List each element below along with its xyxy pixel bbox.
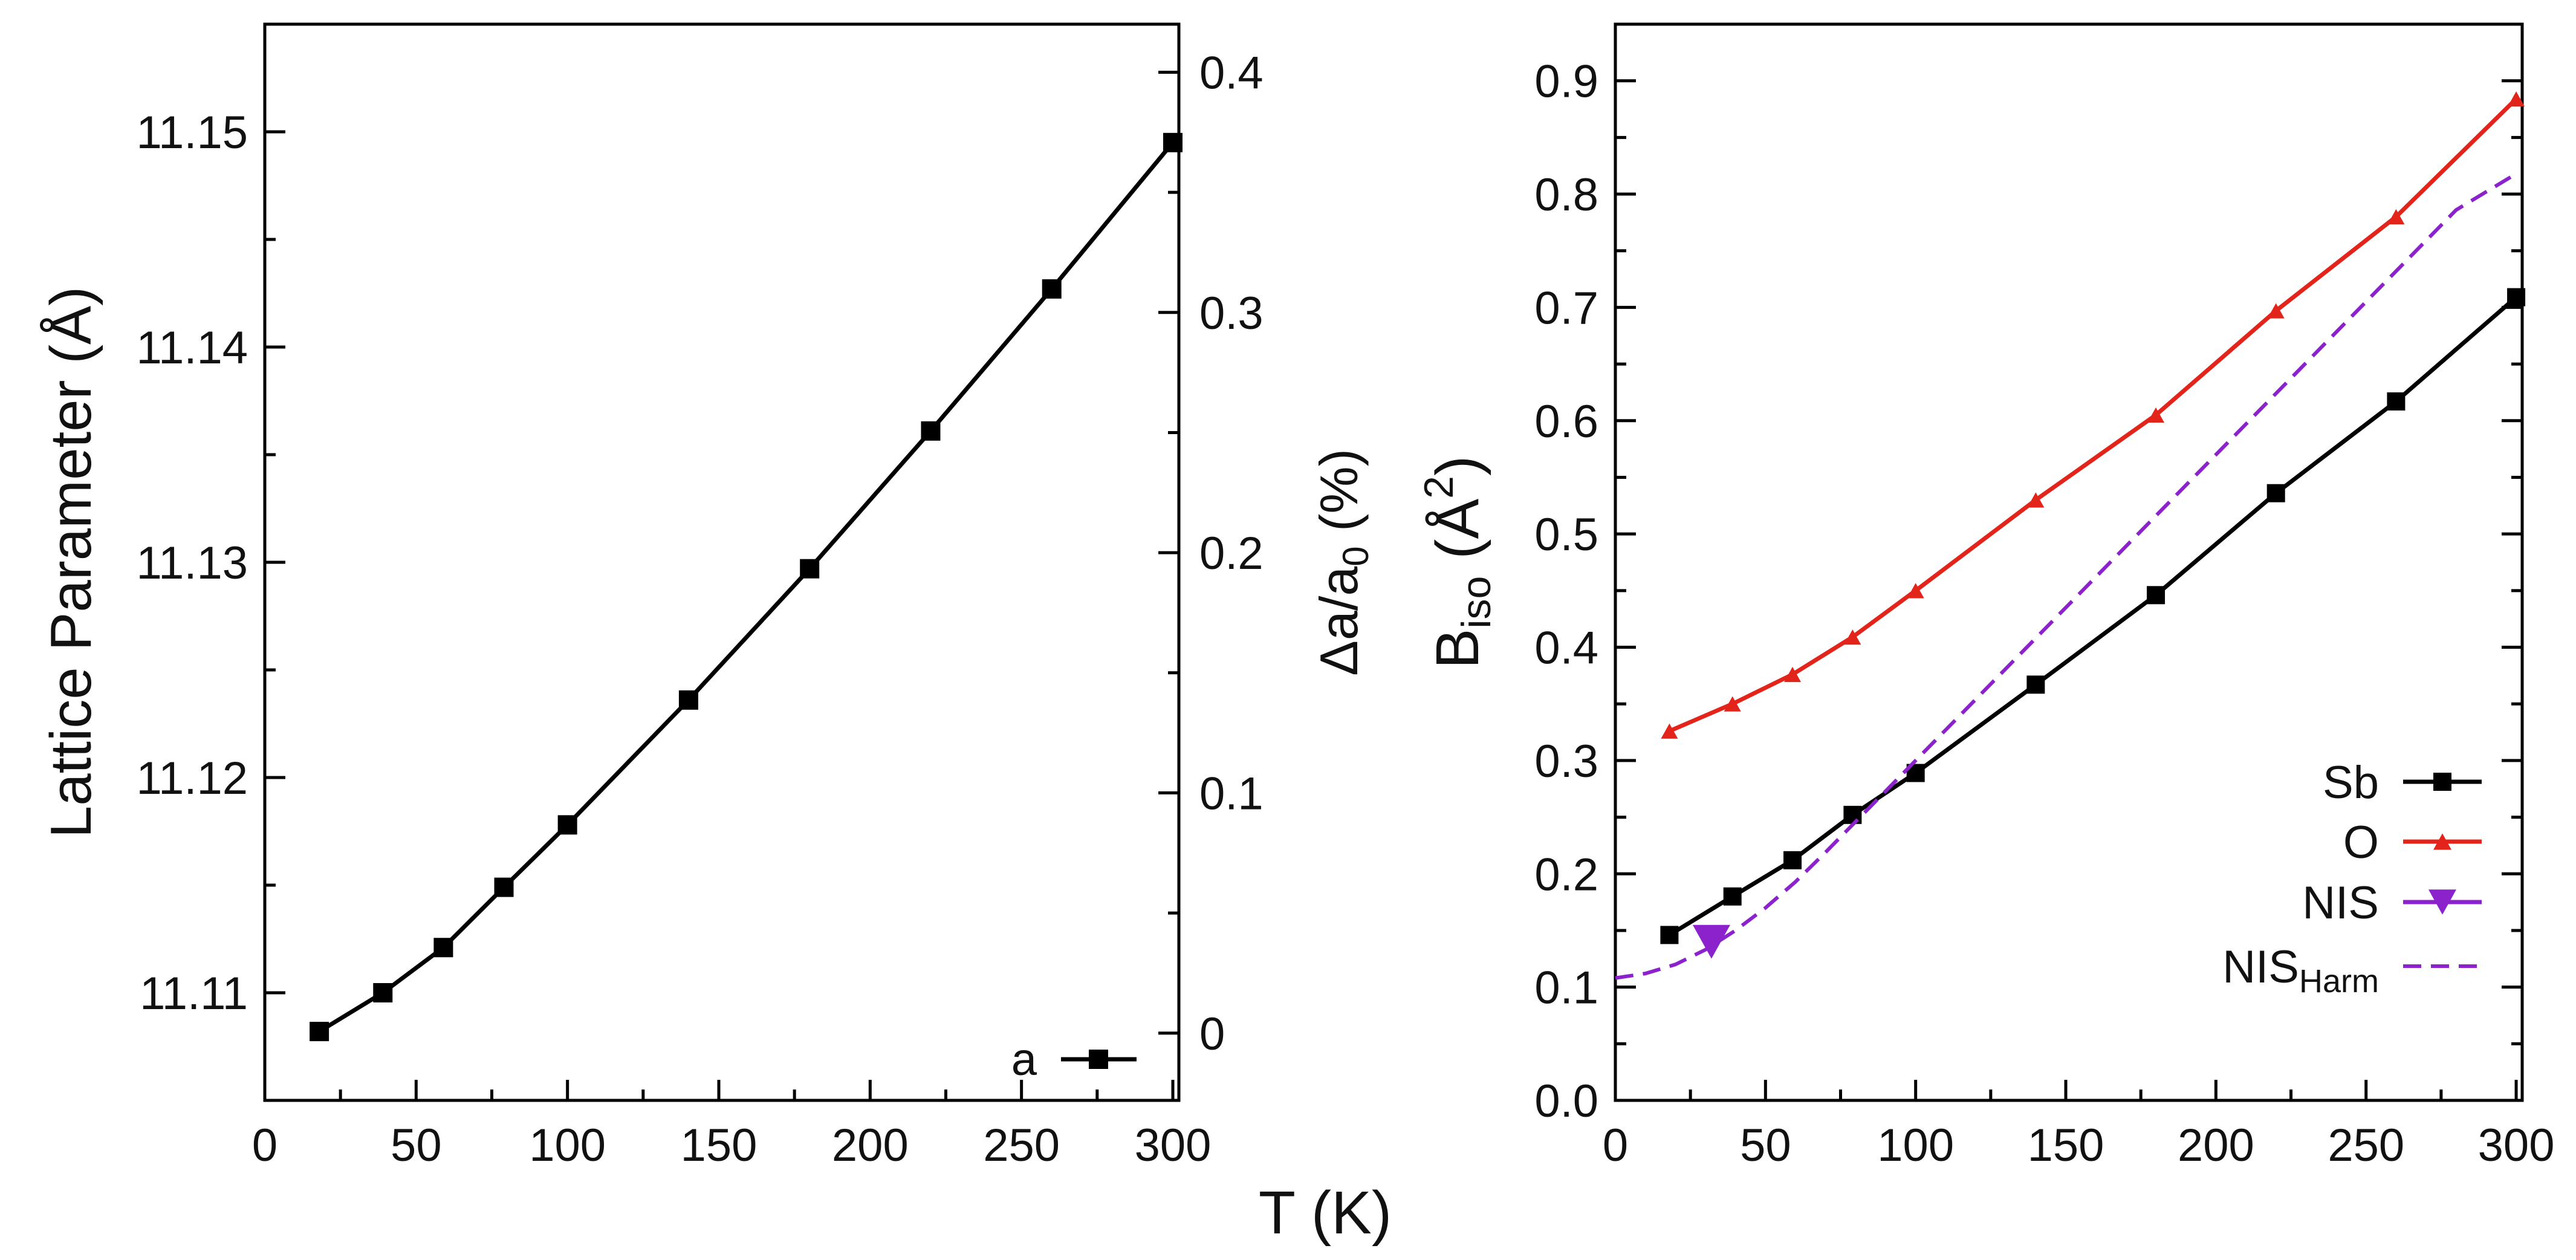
legend-label-part: NIS <box>2222 941 2299 993</box>
legend-label-nisharm: NISHarm <box>2222 941 2379 999</box>
y-tick-label: 11.12 <box>136 753 248 804</box>
y-right-tick-label: 0 <box>1199 1008 1225 1060</box>
data-point-sb <box>2026 675 2045 694</box>
plot-frame <box>263 22 1181 1102</box>
label-superscript: 2 <box>1416 476 1462 499</box>
data-point-o <box>2387 209 2405 225</box>
label-part: (%) <box>1309 449 1369 546</box>
y-tick-label: 0.5 <box>1534 509 1598 560</box>
shared-x-axis-label: T (K) <box>1259 1179 1392 1247</box>
legend-label-a: a <box>1011 1034 1037 1085</box>
label-part: Δa/a <box>1309 567 1369 676</box>
y-tick-label: 0.3 <box>1534 736 1598 787</box>
series-line-a <box>318 141 1175 1034</box>
data-point-sb <box>2507 288 2526 307</box>
y-axis-label: Biso (Å2) <box>1416 456 1499 669</box>
y-right-axis-label: Δa/a0 (%) <box>1309 449 1376 676</box>
series-line-o <box>1669 97 2518 733</box>
x-tick-label: 150 <box>681 1120 758 1171</box>
x-tick-label: 200 <box>2178 1120 2254 1171</box>
x-tick-label: 50 <box>391 1120 442 1171</box>
legend-marker-a <box>1089 1050 1108 1069</box>
data-point-sb <box>2387 392 2406 411</box>
x-tick-label: 100 <box>529 1120 606 1171</box>
data-point-o <box>1784 666 1802 683</box>
data-point-a <box>373 983 393 1002</box>
data-point-o <box>1844 629 1861 645</box>
legend-marker-nis <box>2428 889 2456 915</box>
data-point-a <box>1042 279 1062 299</box>
x-tick-label: 300 <box>1135 1120 1212 1171</box>
data-point-o <box>2508 91 2525 107</box>
y-right-tick-label: 0.3 <box>1199 288 1264 339</box>
legend-label-sb: Sb <box>2323 757 2379 808</box>
y-tick-label: 0.6 <box>1534 396 1598 447</box>
series-line-nisharm <box>1615 172 2517 980</box>
x-tick-label: 0 <box>252 1120 277 1171</box>
data-point-sb <box>2266 484 2285 502</box>
data-point-o <box>2267 303 2285 319</box>
data-point-sb <box>1843 805 1862 824</box>
data-point-a <box>678 690 698 710</box>
y-tick-label: 11.14 <box>136 322 248 374</box>
x-tick-label: 300 <box>2478 1120 2555 1171</box>
y-axis-label: Lattice Parameter (Å) <box>39 287 103 838</box>
legend-marker-o <box>2433 833 2451 850</box>
y-right-tick-label: 0.4 <box>1199 47 1264 99</box>
data-point-sb <box>1660 926 1679 944</box>
y-tick-label: 11.13 <box>136 537 248 589</box>
y-tick-label: 11.11 <box>140 968 248 1019</box>
y-tick-label: 0.7 <box>1534 282 1598 334</box>
y-tick-label: 0.0 <box>1534 1076 1598 1127</box>
label-subscript: iso <box>1453 576 1499 629</box>
label-part: ) <box>1424 456 1491 476</box>
y-right-tick-label: 0.2 <box>1199 528 1264 579</box>
x-tick-label: 0 <box>1603 1120 1628 1171</box>
x-tick-label: 250 <box>2328 1120 2404 1171</box>
x-tick-label: 100 <box>1877 1120 1954 1171</box>
data-point-o <box>2147 407 2165 423</box>
legend-label-nis: NIS <box>2302 877 2379 929</box>
y-tick-label: 0.9 <box>1534 56 1598 108</box>
x-tick-label: 250 <box>983 1120 1060 1171</box>
series-line-sb <box>1668 295 2518 937</box>
data-point-a <box>433 938 453 958</box>
data-point-a <box>310 1022 329 1042</box>
data-point-o <box>1907 583 1924 599</box>
biso-panel: 0 50 100 150 200 250 300 0.0 0.1 0.2 0.3 0.4 0.5 0.6 0… <box>1416 22 2555 1171</box>
data-point-a <box>1163 132 1183 152</box>
y-tick-label: 0.4 <box>1534 623 1598 674</box>
plot-frame <box>1614 22 2524 1102</box>
label-subscript: 0 <box>1335 546 1376 566</box>
data-point-sb <box>1723 887 1742 906</box>
y-tick-label: 0.8 <box>1534 169 1598 221</box>
lattice-parameter-panel: 0 50 100 150 200 250 300 11.11 11.12 11.13 11.14 11… <box>39 22 1376 1171</box>
y-tick-label: 0.2 <box>1534 849 1598 900</box>
legend-label-o: O <box>2343 817 2379 868</box>
y-tick-label: 0.1 <box>1534 963 1598 1014</box>
data-point-a <box>921 421 941 441</box>
label-part: (Å <box>1424 499 1491 576</box>
label-part: B <box>1424 629 1491 669</box>
x-tick-label: 150 <box>2028 1120 2104 1171</box>
data-point-o <box>1724 696 1741 712</box>
y-right-tick-label: 0.1 <box>1199 768 1264 819</box>
legend-label-subscript: Harm <box>2299 963 2379 999</box>
data-point-a <box>557 815 577 835</box>
data-point-sb <box>2147 586 2166 605</box>
data-point-sb <box>1783 851 1802 869</box>
data-point-o <box>1661 723 1678 739</box>
y-tick-label: 11.15 <box>136 107 248 158</box>
x-tick-label: 50 <box>1740 1120 1791 1171</box>
x-tick-label: 200 <box>832 1120 909 1171</box>
data-point-a <box>494 877 514 897</box>
data-point-o <box>2027 492 2045 508</box>
data-point-nis <box>1692 924 1730 959</box>
data-point-a <box>800 559 820 579</box>
legend-marker-sb <box>2433 773 2451 791</box>
